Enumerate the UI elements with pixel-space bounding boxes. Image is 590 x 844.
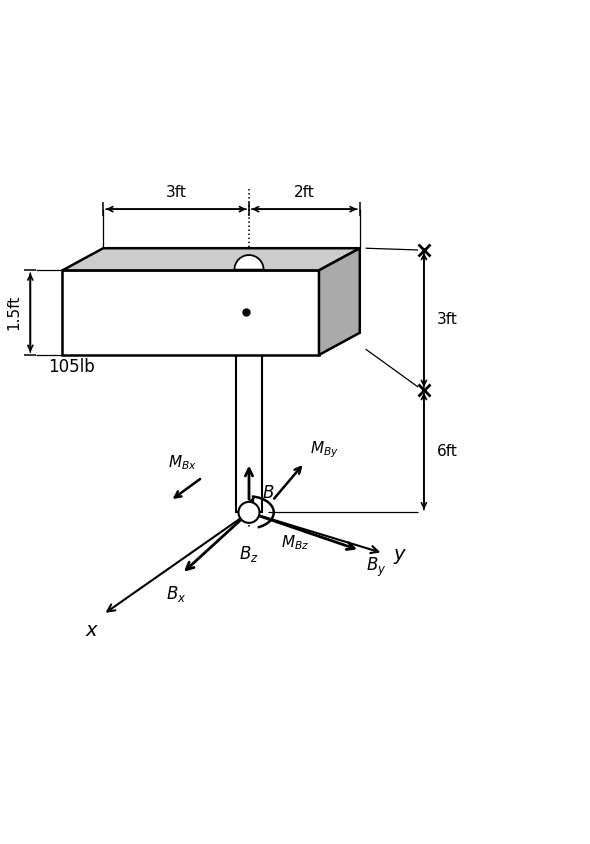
Polygon shape bbox=[63, 248, 360, 270]
Text: 3ft: 3ft bbox=[437, 312, 458, 327]
Text: y: y bbox=[394, 545, 405, 564]
Polygon shape bbox=[63, 270, 319, 355]
Text: 6ft: 6ft bbox=[437, 444, 458, 458]
Text: 2ft: 2ft bbox=[294, 186, 314, 200]
Circle shape bbox=[238, 502, 260, 523]
Text: B: B bbox=[263, 484, 274, 502]
Text: $M_{By}$: $M_{By}$ bbox=[310, 440, 339, 460]
Text: x: x bbox=[86, 621, 97, 641]
Text: 105lb: 105lb bbox=[48, 358, 94, 376]
Text: $M_{Bz}$: $M_{Bz}$ bbox=[281, 533, 309, 551]
Wedge shape bbox=[234, 255, 264, 269]
Bar bbox=[236, 314, 262, 512]
Polygon shape bbox=[319, 248, 360, 355]
Text: $B_y$: $B_y$ bbox=[366, 556, 386, 579]
Text: 1.5ft: 1.5ft bbox=[6, 295, 22, 330]
Text: $B_x$: $B_x$ bbox=[166, 584, 186, 604]
Text: $M_{Bx}$: $M_{Bx}$ bbox=[168, 453, 196, 472]
Text: $B_z$: $B_z$ bbox=[239, 544, 259, 565]
Text: 3ft: 3ft bbox=[166, 186, 186, 200]
Text: 0.5ft: 0.5ft bbox=[299, 305, 334, 320]
